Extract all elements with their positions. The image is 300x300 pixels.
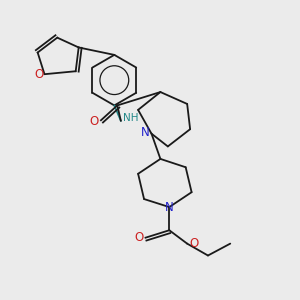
Text: O: O <box>34 68 44 81</box>
Text: N: N <box>165 201 174 214</box>
Text: NH: NH <box>123 113 138 124</box>
Text: O: O <box>189 236 198 250</box>
Text: O: O <box>134 231 144 244</box>
Text: O: O <box>90 115 99 128</box>
Text: N: N <box>141 126 149 139</box>
